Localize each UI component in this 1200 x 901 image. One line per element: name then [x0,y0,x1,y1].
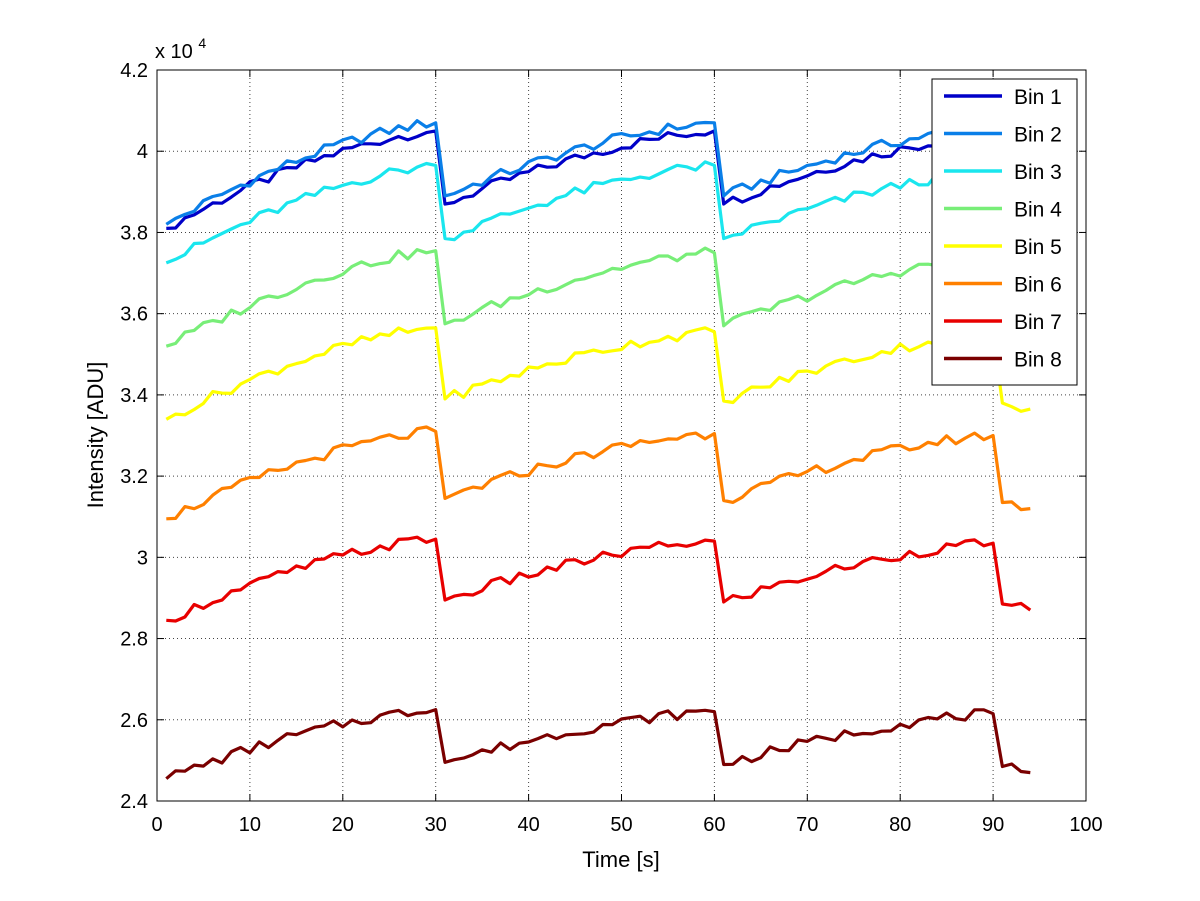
x-tick-label: 60 [703,814,725,836]
y-tick-label: 4.2 [120,60,148,82]
legend-label: Bin 8 [1014,349,1062,372]
x-tick-label: 80 [889,814,911,836]
series-line-bin-7 [166,535,1032,623]
x-tick-label: 90 [982,814,1004,836]
series-line-bin-2 [165,119,1031,226]
legend-label: Bin 4 [1014,199,1062,222]
legend-label: Bin 3 [1014,161,1062,184]
legend-label: Bin 7 [1014,311,1062,334]
legend-label: Bin 1 [1014,86,1062,109]
x-tick-label: 10 [239,814,261,836]
x-tick-label: 0 [151,814,162,836]
y-multiplier-label: x 10 4 [155,35,206,63]
legend-label: Bin 5 [1014,236,1062,259]
series-line-bin-3 [165,160,1031,265]
y-tick-label: 3.2 [120,466,148,488]
series-line-bin-6 [166,425,1031,521]
legend: Bin 1 Bin 2 Bin 3 Bin 4 Bin 5 Bin 6 Bin 7 Bin 8 [931,78,1078,386]
y-tick-label: 3 [137,547,148,569]
series-line-bin-8 [165,708,1031,780]
y-tick-label: 4 [137,141,148,163]
y-tick-label: 2.4 [120,791,148,813]
legend-label: Bin 6 [1014,274,1062,297]
legend-label: Bin 2 [1014,124,1062,147]
x-tick-label: 100 [1069,814,1102,836]
y-axis-title: Intensity [ADU] [83,362,108,509]
series-line-bin-1 [166,129,1031,230]
x-tick-label: 40 [517,814,539,836]
series-line-bin-4 [165,246,1031,348]
y-tick-label: 3.4 [120,385,148,407]
x-tick-label: 20 [332,814,354,836]
axis-ticks: 0 10 20 30 40 50 60 70 80 90 100 2.4 2.6 2.8 3 3.2 3.4 3.… [120,60,1103,836]
legend-box [931,78,1078,386]
y-tick-label: 2.6 [120,710,148,732]
y-tick-label: 2.8 [120,629,148,651]
y-tick-label: 3.6 [120,304,148,326]
x-tick-label: 30 [425,814,447,836]
x-tick-label: 50 [610,814,632,836]
x-tick-label: 70 [796,814,818,836]
y-tick-label: 3.8 [120,222,148,244]
x-axis-title: Time [s] [582,847,659,872]
series-line-bin-5 [165,326,1031,421]
series-lines [165,119,1032,780]
